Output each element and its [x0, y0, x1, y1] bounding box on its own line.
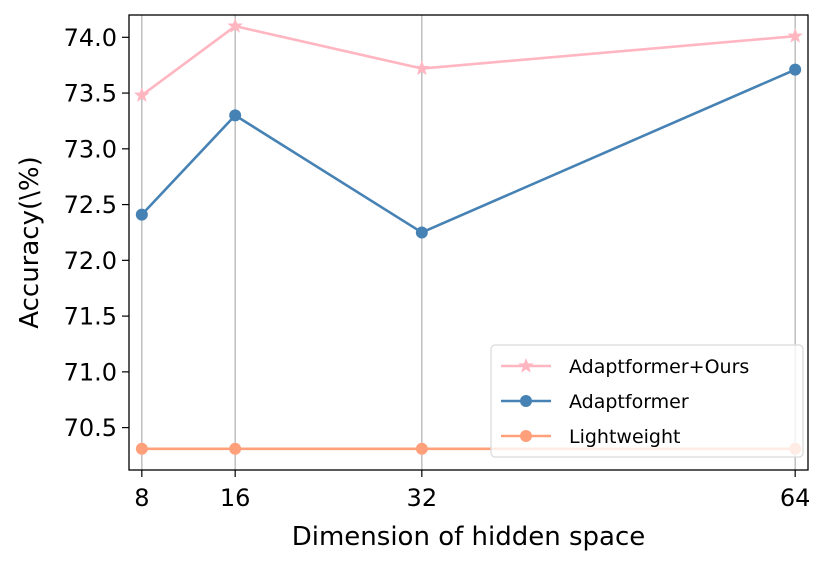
y-tick-label: 74.0 [64, 24, 117, 52]
series-adaptformer-ours [134, 17, 803, 102]
x-axis-label: Dimension of hidden space [292, 522, 646, 552]
x-tick-label: 16 [220, 484, 251, 512]
legend-marker [520, 430, 532, 442]
y-tick-label: 71.5 [64, 303, 117, 331]
circle-marker [229, 109, 242, 122]
y-tick-label: 70.5 [64, 414, 117, 442]
axes: 8 16 32 64 70.5 71.0 71.5 72.0 72.5 73.0 73.5 74.0 [64, 24, 811, 512]
legend-marker [518, 357, 534, 373]
star-marker [414, 60, 430, 76]
legend-item: Adaptformer [501, 391, 689, 413]
legend-item: Adaptformer+Ours [501, 356, 749, 378]
series-adaptformer [135, 63, 802, 239]
star-marker [787, 28, 803, 43]
star-marker [227, 17, 243, 33]
y-tick-label: 72.0 [64, 247, 117, 275]
circle-marker [415, 226, 428, 239]
circle-marker [229, 442, 242, 455]
x-tick-label: 64 [780, 484, 811, 512]
star-marker [134, 87, 150, 102]
series-line [140, 68, 796, 234]
legend-label: Adaptformer [569, 391, 689, 413]
x-tick-label: 8 [134, 484, 149, 512]
legend: Adaptformer+Ours Adaptformer Lightweight [490, 344, 804, 458]
legend-label: Adaptformer+Ours [569, 356, 749, 378]
legend-label: Lightweight [569, 426, 680, 448]
series-line [141, 24, 796, 97]
y-tick-label: 72.5 [64, 191, 117, 219]
circle-marker [135, 208, 148, 221]
legend-marker [520, 395, 532, 407]
y-tick-label: 73.5 [64, 80, 117, 108]
circle-marker [789, 63, 802, 76]
y-tick-label: 71.0 [64, 358, 117, 386]
y-axis-label: Accuracy(\%) [15, 156, 45, 328]
circle-marker [415, 442, 428, 455]
legend-box [490, 344, 804, 458]
x-tick-label: 32 [407, 484, 438, 512]
plot-frame [128, 14, 809, 471]
circle-marker [135, 442, 148, 455]
y-tick-label: 73.0 [64, 135, 117, 163]
legend-item: Lightweight [501, 426, 680, 448]
